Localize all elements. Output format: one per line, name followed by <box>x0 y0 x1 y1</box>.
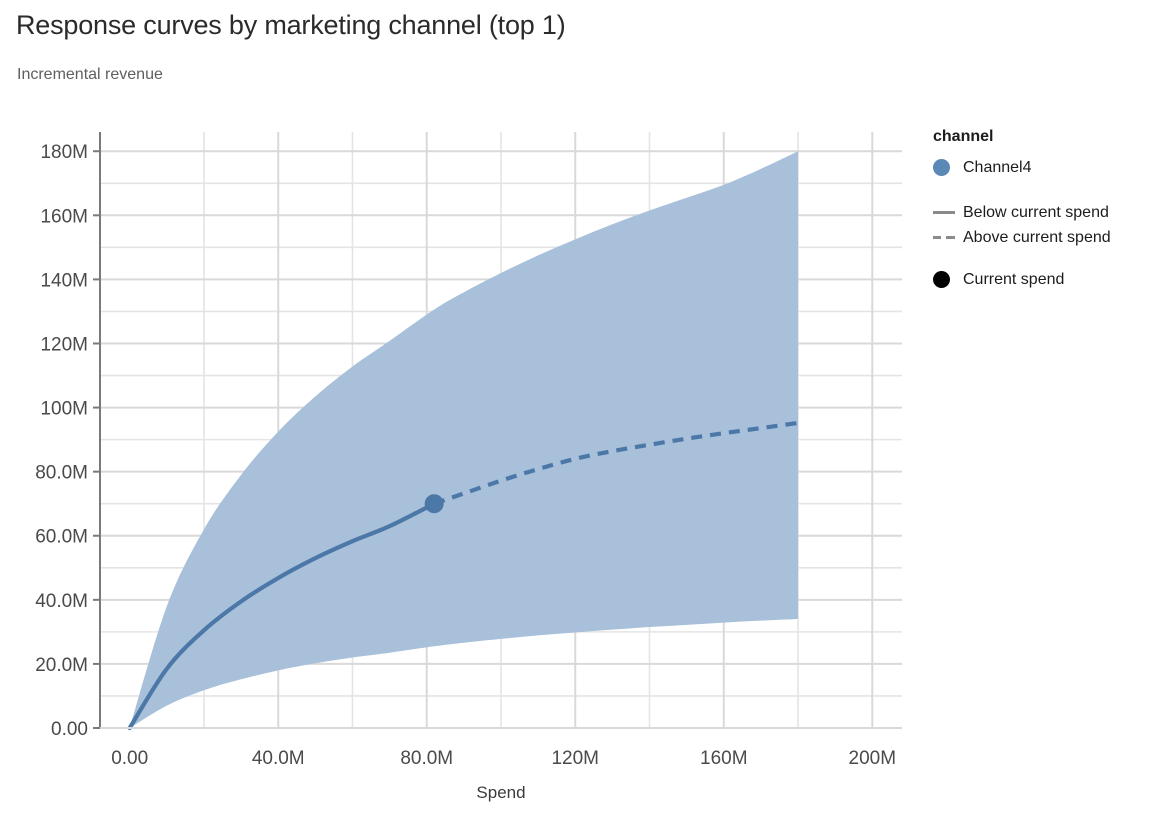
legend-label-below: Below current spend <box>963 203 1109 221</box>
x-axis-tick-label: 0.00 <box>111 748 148 769</box>
y-axis-tick-label: 80.0M <box>35 463 88 484</box>
y-axis-tick-label: 100M <box>40 399 88 420</box>
y-axis-tick-label: 40.0M <box>35 591 88 612</box>
x-axis-tick-label: 160M <box>700 748 748 769</box>
legend-swatch-below <box>933 211 963 214</box>
x-axis-tick-label: 120M <box>551 748 599 769</box>
legend-label-channel4: Channel4 <box>963 158 1032 176</box>
response-curve-above-current-spend <box>433 420 799 506</box>
x-axis-title: Spend <box>476 783 525 802</box>
x-axis-tick-label: 80.0M <box>400 748 453 769</box>
legend-label-current-spend: Current spend <box>963 270 1065 288</box>
filled-circle-icon <box>933 271 950 288</box>
current-spend-marker[interactable] <box>424 494 444 514</box>
legend-item-current-spend[interactable]: Current spend <box>933 267 1164 292</box>
y-axis-tick-label: 160M <box>40 206 88 227</box>
dashed-line-icon <box>933 236 955 239</box>
legend-title: channel <box>933 128 994 145</box>
y-axis-tick-label: 20.0M <box>35 655 88 676</box>
page-title: Response curves by marketing channel (to… <box>16 10 566 40</box>
y-axis-tick-label: 120M <box>40 334 88 355</box>
y-axis-tick-label: 0.00 <box>51 719 88 740</box>
x-axis-tick-label: 200M <box>849 748 897 769</box>
filled-circle-icon <box>933 159 950 176</box>
legend-item-channel4[interactable]: Channel4 <box>933 155 1164 180</box>
legend-label-above: Above current spend <box>963 228 1111 246</box>
y-axis-tick-label: 180M <box>40 142 88 163</box>
confidence-band <box>129 151 799 729</box>
legend-swatch-current-spend <box>933 271 963 288</box>
legend-swatch-above <box>933 236 963 239</box>
y-axis-tick-label: 140M <box>40 270 88 291</box>
x-axis-tick-label: 40.0M <box>252 748 305 769</box>
legend-item-above-current-spend[interactable]: Above current spend <box>933 225 1164 250</box>
legend-swatch-channel4 <box>933 159 963 176</box>
legend-item-below-current-spend[interactable]: Below current spend <box>933 200 1164 225</box>
y-axis-tick-label: 60.0M <box>35 527 88 548</box>
chart-subtitle: Incremental revenue <box>17 66 163 83</box>
solid-line-icon <box>933 211 955 214</box>
legend: channel Channel4 Below current spend Abo… <box>933 128 1164 292</box>
y-axis-ticks: 0.00 20.0M 40.0M 60.0M 80.0M 100M 120M 140M 160M… <box>35 142 100 740</box>
x-axis-ticks: 0.00 40.0M 80.0M 120M 160M 200M <box>111 748 896 769</box>
response-curve-below-current-spend <box>127 501 437 731</box>
